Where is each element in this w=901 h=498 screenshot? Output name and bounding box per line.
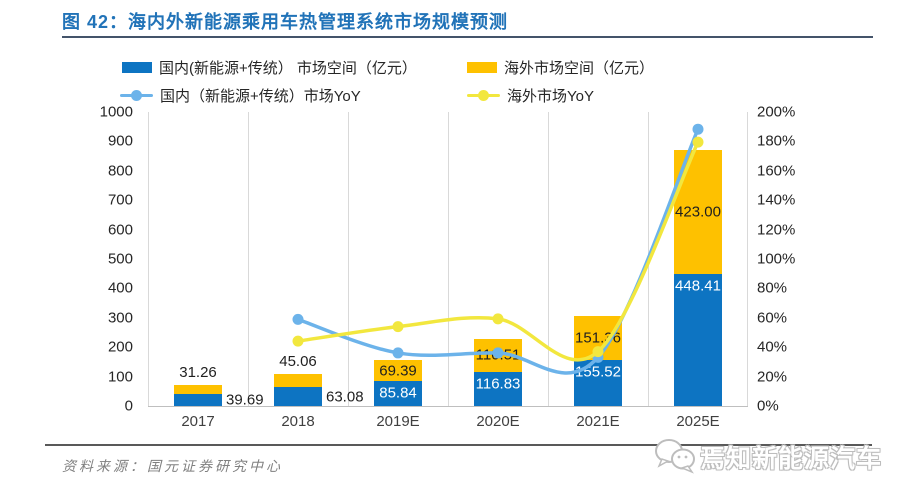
bar-domestic xyxy=(174,394,222,406)
yoy-lines-layer xyxy=(292,123,704,375)
right-axis-tick-label: 100% xyxy=(757,250,796,268)
data-label-domestic: 85.84 xyxy=(379,384,417,402)
plot-gridline xyxy=(248,112,249,406)
overseas-yoy-line xyxy=(296,140,700,362)
bar-overseas xyxy=(174,385,222,395)
overseas-bar-swatch-icon xyxy=(467,62,497,73)
domestic-yoy-marker xyxy=(292,313,304,325)
data-label-overseas: 31.26 xyxy=(179,364,217,382)
right-axis-tick-label: 60% xyxy=(757,309,788,327)
overseas-yoy-marker xyxy=(392,321,404,333)
left-axis-tick-label: 800 xyxy=(107,162,133,180)
legend-item-domestic-bar: 国内(新能源+传统） 市场空间（亿元） xyxy=(122,57,417,78)
x-axis-tick-label: 2019E xyxy=(376,413,420,430)
bar-domestic xyxy=(674,274,722,406)
overseas-yoy-marker xyxy=(292,335,304,347)
left-axis-tick-label: 0 xyxy=(124,397,133,415)
legend-label: 海外市场空间（亿元） xyxy=(504,60,655,77)
left-axis-tick-label: 1000 xyxy=(99,103,133,121)
title-underline xyxy=(62,36,873,38)
right-axis-tick-label: 140% xyxy=(757,191,796,209)
plot-gridline xyxy=(348,112,349,406)
right-axis-tick-label: 40% xyxy=(757,338,788,356)
left-axis-tick-label: 200 xyxy=(107,338,133,356)
bar-overseas xyxy=(274,374,322,388)
plot-area: 31.2639.6945.0663.0869.3985.84110.51116.… xyxy=(148,112,748,409)
bar-overseas xyxy=(374,360,422,381)
legend-item-overseas-bar: 海外市场空间（亿元） xyxy=(467,57,654,78)
right-axis-tick-label: 180% xyxy=(757,132,796,150)
plot-gridline xyxy=(548,112,549,406)
left-axis-tick-label: 900 xyxy=(107,132,133,150)
x-axis-tick-label: 2018 xyxy=(281,413,315,430)
right-axis-tick-label: 160% xyxy=(757,162,796,180)
legend-item-domestic-yoy: 国内（新能源+传统）市场YoY xyxy=(120,85,361,106)
chat-bubbles-logo-icon xyxy=(655,439,695,474)
data-label-domestic: 448.41 xyxy=(675,277,721,295)
data-label-overseas: 69.39 xyxy=(379,362,417,380)
overseas-yoy-marker xyxy=(492,313,504,325)
overseas-yoy-marker xyxy=(692,136,704,148)
overseas-line-marker-icon xyxy=(467,90,500,101)
left-axis-tick-label: 100 xyxy=(107,368,133,386)
overseas-yoy-marker xyxy=(592,346,604,358)
plot-gridline xyxy=(148,112,149,406)
figure-title: 图 42：海内外新能源乘用车热管理系统市场规模预测 xyxy=(62,12,509,32)
left-axis-tick-label: 600 xyxy=(107,221,133,239)
legend-label: 国内(新能源+传统） 市场空间（亿元） xyxy=(159,60,417,77)
legend-label: 国内（新能源+传统）市场YoY xyxy=(160,88,361,105)
source-note: 资料来源：国元证券研究中心 xyxy=(62,460,283,475)
right-axis-tick-label: 200% xyxy=(757,103,796,121)
bar-domestic xyxy=(374,380,422,406)
x-axis-tick-label: 2017 xyxy=(181,413,215,430)
bar-domestic xyxy=(274,387,322,406)
x-axis-line xyxy=(148,406,748,407)
right-axis-tick-label: 80% xyxy=(757,279,788,297)
bottom-divider xyxy=(45,444,872,446)
x-axis-tick-label: 2025E xyxy=(676,413,720,430)
legend-label: 海外市场YoY xyxy=(507,88,594,105)
domestic-line-marker-icon xyxy=(120,90,153,101)
domestic-yoy-marker xyxy=(692,123,704,135)
right-axis-tick-label: 120% xyxy=(757,221,796,239)
right-axis-tick-label: 0% xyxy=(757,397,779,415)
left-axis-tick-label: 300 xyxy=(107,309,133,327)
left-axis-tick-label: 700 xyxy=(107,191,133,209)
plot-gridline xyxy=(448,112,449,406)
domestic-bar-swatch-icon xyxy=(122,62,152,73)
x-axis-tick-label: 2021E xyxy=(576,413,620,430)
data-label-domestic: 63.08 xyxy=(326,388,364,406)
plot-gridline xyxy=(747,112,748,406)
left-axis-tick-label: 400 xyxy=(107,279,133,297)
legend-item-overseas-yoy: 海外市场YoY xyxy=(467,85,594,106)
data-label-domestic: 39.69 xyxy=(226,391,264,409)
watermark: 焉知新能源汽车 xyxy=(652,437,882,477)
data-label-overseas: 45.06 xyxy=(279,353,317,371)
domestic-yoy-line xyxy=(296,127,700,375)
x-axis-tick-label: 2020E xyxy=(476,413,520,430)
domestic-yoy-marker xyxy=(492,347,504,359)
data-label-domestic: 116.83 xyxy=(475,375,521,393)
left-axis-tick-label: 500 xyxy=(107,250,133,268)
watermark-text: 焉知新能源汽车 xyxy=(700,445,883,473)
bar-domestic xyxy=(474,371,522,406)
domestic-yoy-marker xyxy=(392,347,404,359)
right-axis-tick-label: 20% xyxy=(757,368,788,386)
data-label-overseas: 423.00 xyxy=(675,203,721,221)
